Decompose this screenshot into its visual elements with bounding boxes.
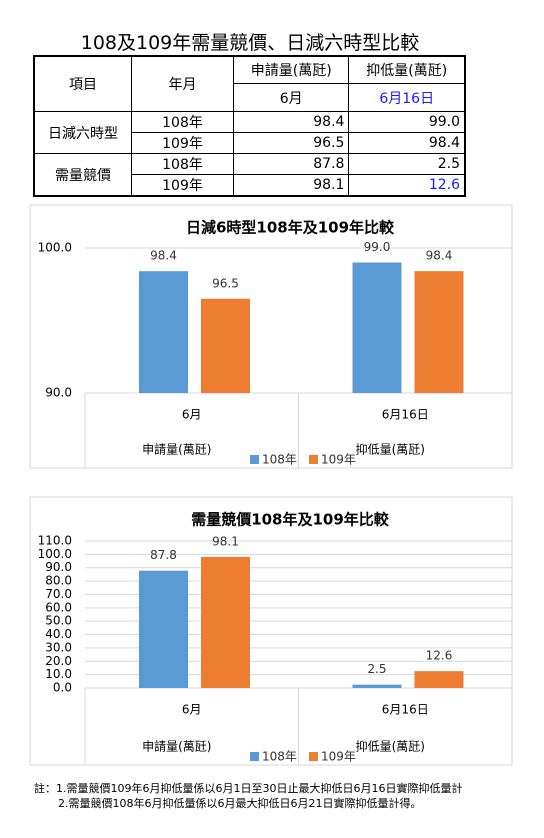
category-group-label: 抑低量(萬瓩) [356, 739, 425, 754]
value-label: 12.6 [426, 649, 453, 663]
category-group-label: 抑低量(萬瓩) [356, 442, 425, 457]
bar [139, 271, 188, 393]
y-tick-label: 0.0 [53, 681, 72, 695]
group-cell: 日減六時型 [33, 111, 132, 154]
x-tick-label: 6月16日 [382, 703, 429, 717]
value-cell: 87.8 [232, 153, 350, 175]
bar [139, 570, 188, 688]
year-cell: 108年 [131, 153, 234, 175]
chart-title: 需量競價108年及109年比較 [191, 511, 390, 529]
year-cell: 109年 [131, 174, 234, 197]
chart-title: 日減6時型108年及109年比較 [186, 219, 395, 237]
bar [201, 556, 250, 688]
category-group-label: 申請量(萬瓩) [142, 740, 211, 754]
bar [414, 271, 464, 393]
legend-swatch [309, 455, 318, 464]
y-tick-label: 40.0 [45, 627, 72, 641]
y-tick-label: 100.0 [38, 241, 72, 255]
y-tick-label: 70.0 [45, 587, 72, 601]
legend-label: 108年 [262, 750, 297, 764]
value-cell: 12.6 [348, 174, 466, 197]
header-cell: 6月16日 [348, 83, 466, 112]
x-tick-label: 6月 [182, 408, 202, 422]
note: 2.需量競價108年6月抑低量係以6月最大抑低日6月21日實際抑低量計得。 [58, 797, 422, 810]
legend-swatch [309, 752, 318, 761]
chart-frame [29, 204, 513, 469]
bar [352, 684, 402, 688]
header-cell: 年月 [131, 55, 234, 112]
legend-label: 108年 [262, 453, 297, 467]
chart-frame [29, 496, 513, 766]
document-title: 108及109年需量競價、日減六時型比較 [80, 32, 420, 54]
header-cell: 6月 [232, 83, 350, 112]
x-tick-label: 6月16日 [382, 408, 429, 422]
category-group-label: 申請量(萬瓩) [142, 443, 211, 457]
x-tick-label: 6月 [182, 703, 202, 717]
summary-table: 項目 年月 申請量(萬瓩) 抑低量(萬瓩) 6月 6月16日 日減六時型 108… [33, 55, 466, 197]
note: 註：1.需量競價109年6月抑低量係以6月1日至30日止最大抑低日6月16日實際… [34, 782, 463, 795]
y-tick-label: 80.0 [45, 574, 72, 588]
y-tick-label: 50.0 [45, 614, 72, 628]
y-tick-label: 90.0 [45, 560, 72, 574]
value-cell: 98.1 [232, 174, 350, 197]
y-tick-label: 10.0 [45, 667, 72, 681]
value-label: 98.1 [212, 534, 239, 548]
y-tick-label: 30.0 [45, 640, 72, 654]
bar [414, 671, 464, 688]
value-label: 87.8 [150, 548, 177, 562]
legend-swatch [250, 752, 259, 761]
value-label: 2.5 [367, 662, 386, 676]
y-tick-label: 20.0 [45, 654, 72, 668]
value-cell: 2.5 [348, 153, 466, 175]
value-label: 98.4 [150, 249, 177, 263]
group-cell: 需量競價 [33, 153, 132, 197]
legend-swatch [250, 455, 259, 464]
legend-label: 109年 [321, 453, 356, 467]
y-tick-label: 100.0 [38, 547, 72, 561]
header-cell: 項目 [33, 55, 132, 112]
bar [201, 298, 250, 393]
value-label: 99.0 [364, 240, 391, 254]
value-cell: 99.0 [348, 111, 466, 133]
y-tick-label: 110.0 [38, 534, 72, 548]
y-tick-label: 60.0 [45, 600, 72, 614]
value-label: 96.5 [212, 276, 239, 290]
legend-label: 109年 [321, 750, 356, 764]
value-label: 98.4 [426, 249, 453, 263]
bar [352, 262, 402, 393]
y-tick-label: 90.0 [45, 386, 72, 400]
header-cell: 申請量(萬瓩) [232, 55, 350, 84]
